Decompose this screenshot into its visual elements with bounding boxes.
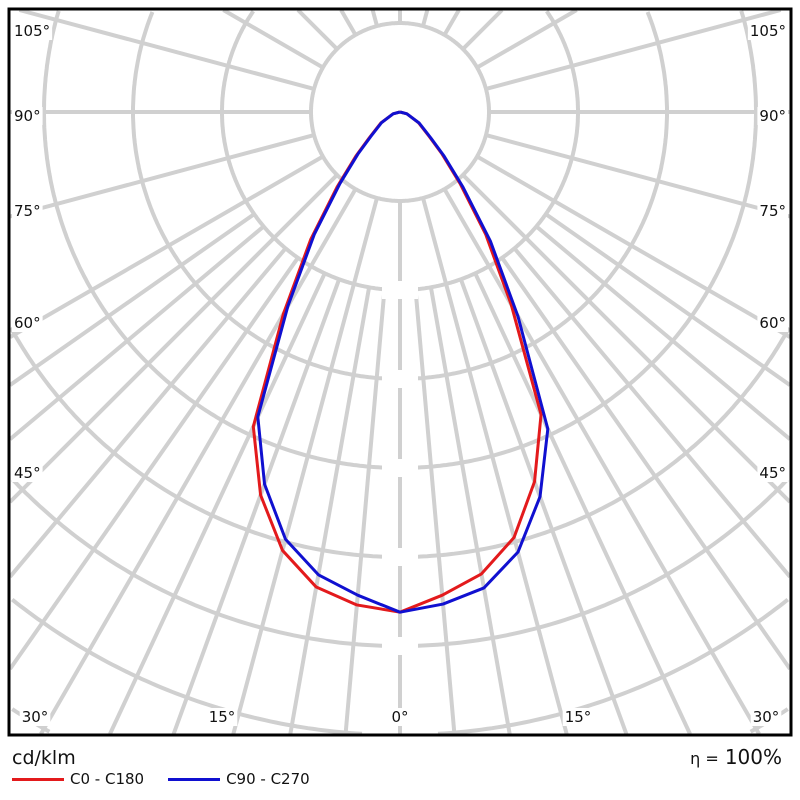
angle-label: 60° [759,314,786,332]
grid-spoke [442,188,761,736]
chart-frame [7,7,793,737]
grid-spoke [171,278,341,735]
grid-spoke [473,272,692,735]
angle-label-bg [19,708,51,726]
grid-spoke [370,9,379,27]
angle-label-bg [12,202,43,220]
grid-spoke [9,133,315,219]
angle-label-bg [750,708,782,726]
grid-ring [131,11,669,381]
radial-label-mask [382,548,418,566]
grid-spoke [413,289,457,735]
grid-spoke [476,8,578,70]
angle-label-bg [12,22,53,40]
angle-label: 30° [753,708,780,726]
grid-spoke [421,9,430,27]
grid-spoke [9,154,324,339]
grid-ring [220,10,580,292]
radial-label-mask [382,370,418,388]
grid-spoke [343,289,387,735]
grid-ring [10,598,363,736]
grid-spoke [476,154,791,339]
angle-label: 0° [391,708,408,726]
grid-spoke [222,8,324,70]
grid-spoke [108,272,327,735]
grid-spoke [231,197,379,735]
efficiency-symbol: η = [690,749,719,768]
efficiency: η = 100% [690,745,782,769]
angle-label-bg [562,708,594,726]
radial-label-mask [382,281,418,299]
legend-swatch-red [12,777,64,781]
legend-label: C90 - C270 [226,770,310,788]
grid-spoke [459,278,629,735]
grid-spoke [8,173,339,504]
legend-item-c0: C0 - C180 [12,770,144,788]
grid-spoke [296,8,339,51]
angle-label: 45° [759,464,786,482]
angle-label: 30° [22,708,49,726]
legend: C0 - C180 C90 - C270 [12,770,310,788]
angle-label: 15° [209,708,236,726]
radial-label-mask [382,637,418,655]
grid-spoke [544,212,792,387]
grid-spoke [442,8,461,36]
grid-ring [42,10,758,470]
grid-spoke [18,8,315,91]
angle-label-bg [757,107,788,125]
grid-ring [545,10,580,112]
angle-label-bg [12,107,43,125]
grid-ring [739,10,758,112]
grid-spoke [339,8,358,36]
grid-spoke [485,133,791,219]
angle-label: 15° [565,708,592,726]
grid-spoke [8,247,288,579]
angle-label: 90° [14,107,41,125]
grid-ring [437,598,790,736]
grid-spoke [288,286,372,735]
angle-label: 90° [759,107,786,125]
grid-spoke [500,256,792,671]
grid-spoke [512,247,792,579]
angle-label-bg [389,708,411,726]
angle-label: 105° [750,22,786,40]
grid-ring [645,11,669,112]
efficiency-value: 100% [724,745,782,769]
angle-label: 75° [14,202,41,220]
angle-label-bg [747,22,788,40]
grid-spoke [461,173,792,504]
grid-spoke [461,8,504,51]
angle-label-bg [757,314,788,332]
angle-label: 105° [14,22,50,40]
grid-spoke [8,224,265,441]
legend-label: C0 - C180 [70,770,145,788]
radial-label-mask [382,459,418,477]
angle-label: 60° [14,314,41,332]
legend-item-c90: C90 - C270 [168,770,310,788]
angle-label-bg [12,464,43,482]
grid-spoke [8,212,256,387]
angle-label-bg [757,202,788,220]
grid-spoke [535,224,792,441]
grid-spoke [421,197,569,735]
angle-label: 75° [759,202,786,220]
angle-label-bg [12,314,43,332]
series-curve-1 [256,110,550,614]
unit-label: cd/klm [12,747,76,769]
grid-spoke [428,286,512,735]
grid-spoke [39,188,358,735]
legend-swatch-blue [168,777,221,781]
angle-label-bg [757,464,788,482]
grid-spoke [8,256,300,671]
grid-spoke [485,8,782,91]
angle-label: 45° [14,464,41,482]
angle-label-bg [206,708,238,726]
